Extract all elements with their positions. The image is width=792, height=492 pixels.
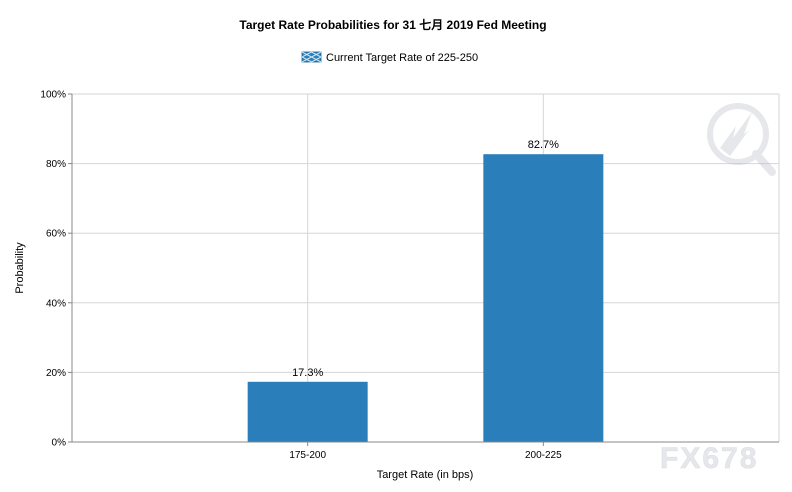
- bar-200-225: [483, 154, 604, 443]
- x-tick-label: 200-225: [525, 450, 562, 461]
- bars: [247, 154, 604, 443]
- y-axis-label: Probability: [14, 242, 26, 294]
- y-tick-label: 20%: [46, 368, 66, 379]
- watermark: FX678: [660, 103, 776, 475]
- axes: [71, 94, 779, 443]
- legend: Current Target Rate of 225-250: [301, 51, 478, 64]
- x-tick-labels: 175-200 200-225: [289, 442, 562, 461]
- legend-label: Current Target Rate of 225-250: [326, 52, 478, 64]
- y-tick-label: 100%: [40, 90, 66, 101]
- watermark-text: FX678: [660, 442, 758, 475]
- plot-area: [72, 94, 779, 442]
- watermark-logo: [707, 103, 776, 176]
- data-labels: 17.3% 82.7%: [292, 139, 559, 379]
- y-tick-label: 40%: [46, 298, 66, 309]
- x-axis-label: Target Rate (in bps): [377, 469, 474, 481]
- bar-175-200: [247, 381, 368, 442]
- y-tick-labels: 0% 20% 40% 60% 80% 100%: [40, 90, 72, 449]
- chart-title: Target Rate Probabilities for 31 七月 2019…: [239, 18, 546, 32]
- legend-swatch-hatch: [301, 51, 322, 63]
- y-tick-label: 80%: [46, 159, 66, 170]
- data-label: 82.7%: [528, 139, 559, 151]
- y-tick-label: 60%: [46, 229, 66, 240]
- y-tick-label: 0%: [52, 438, 67, 449]
- data-label: 17.3%: [292, 367, 323, 379]
- x-tick-label: 175-200: [289, 450, 326, 461]
